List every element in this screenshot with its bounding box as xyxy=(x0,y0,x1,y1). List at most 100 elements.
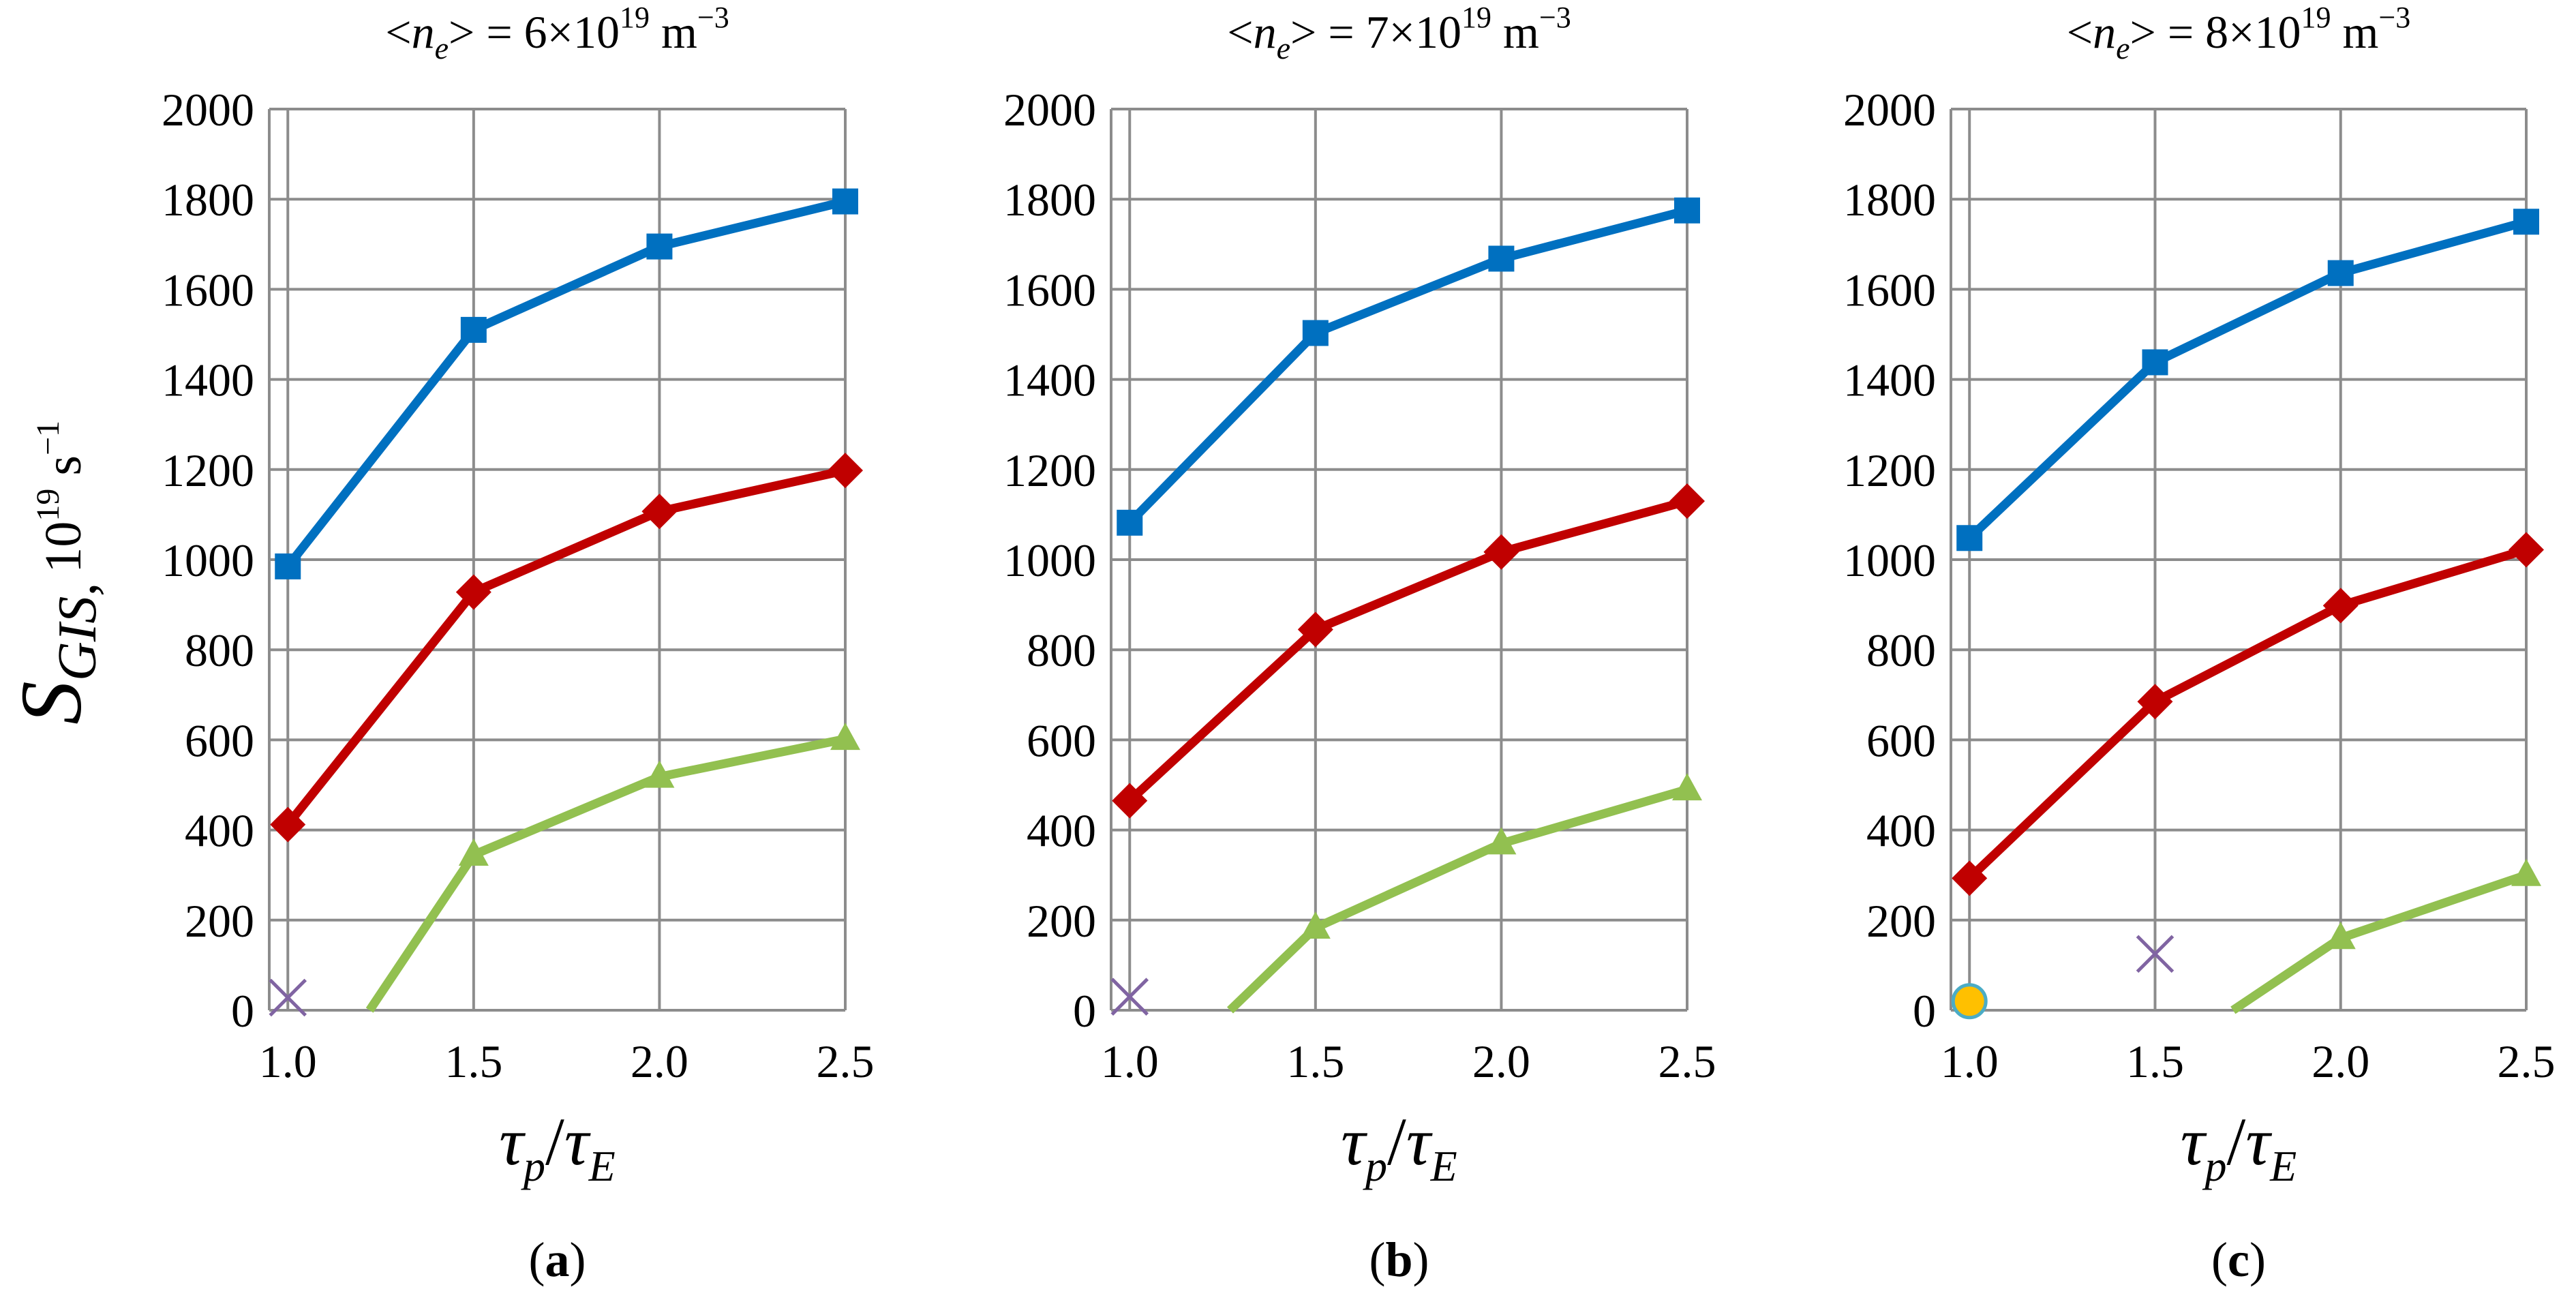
series-line-green xyxy=(1226,785,1688,1014)
y-tick-label: 400 xyxy=(1027,805,1096,857)
series-line-red xyxy=(1966,545,2528,882)
y-tick-label: 2000 xyxy=(1003,84,1096,136)
data-point-circle xyxy=(1951,983,1988,1020)
y-tick-label: 0 xyxy=(231,985,254,1037)
data-point-diamond xyxy=(1483,534,1519,570)
y-tick-label: 800 xyxy=(1027,624,1096,676)
data-point-diamond xyxy=(828,453,863,489)
y-tick-label: 1000 xyxy=(162,534,254,586)
y-tick-label: 400 xyxy=(1866,805,1936,857)
y-label-symbol: S xyxy=(3,681,100,725)
data-point-diamond xyxy=(270,806,306,843)
data-point-diamond xyxy=(2509,532,2544,568)
data-point-diamond xyxy=(1669,483,1705,519)
y-tick-label: 1200 xyxy=(1003,444,1096,496)
series-line-green xyxy=(2230,870,2528,1014)
y-tick-label: 0 xyxy=(1913,985,1936,1037)
data-point-diamond xyxy=(1297,611,1333,648)
x-tick-label: 2.5 xyxy=(817,1035,875,1087)
y-tick-label: 600 xyxy=(1027,714,1096,766)
series-line-green xyxy=(365,734,847,1013)
panel-label: (c) xyxy=(2211,1232,2266,1287)
y-label-unit-exp: 19 xyxy=(30,489,66,521)
chart-title: <ne> = 8×1019 m−3 xyxy=(2067,1,2411,65)
data-point-triangle xyxy=(458,838,489,866)
x-tick-label: 1.5 xyxy=(444,1035,502,1087)
y-tick-label: 1400 xyxy=(1843,354,1936,406)
y-tick-label: 1400 xyxy=(1003,354,1096,406)
y-tick-label: 200 xyxy=(185,895,254,947)
chart-panel-b: 0 200 400 600 800 1000 1200 1400 1600 1800 2000 1.0… xyxy=(1003,1,1716,1287)
series-line-blue xyxy=(284,197,847,569)
data-point-triangle xyxy=(830,723,860,751)
data-point-square xyxy=(1674,197,1700,224)
x-tick-label: 2.0 xyxy=(2312,1035,2369,1087)
data-point-square xyxy=(832,188,858,215)
data-point-square xyxy=(1302,320,1329,346)
data-point-triangle xyxy=(2511,858,2541,886)
x-tick-label: 2.5 xyxy=(1658,1035,1716,1087)
x-axis-label: τp/τE xyxy=(499,1104,615,1190)
panel-label: (b) xyxy=(1369,1232,1429,1287)
y-tick-label: 200 xyxy=(1866,895,1936,947)
data-point-square xyxy=(460,316,487,343)
y-tick-label: 1000 xyxy=(1843,534,1936,586)
chart-title: <ne> = 6×1019 m−3 xyxy=(385,1,729,65)
data-point-diamond xyxy=(455,574,491,610)
series-line-red xyxy=(1126,496,1688,804)
data-point-square xyxy=(2142,349,2168,376)
y-tick-label: 1000 xyxy=(1003,534,1096,586)
y-tick-label: 1800 xyxy=(162,174,254,226)
series-line-blue xyxy=(1126,206,1688,526)
y-tick-label: 1800 xyxy=(1843,174,1936,226)
y-tick-label: 800 xyxy=(185,624,254,676)
data-point-triangle xyxy=(1486,827,1517,855)
data-point-square xyxy=(2327,260,2354,286)
data-point-square xyxy=(1956,525,1983,551)
data-point-square xyxy=(275,553,301,579)
data-point-square xyxy=(1117,509,1143,536)
y-tick-label: 2000 xyxy=(162,84,254,136)
data-point-triangle xyxy=(2325,922,2356,950)
panel-label: (a) xyxy=(529,1232,586,1287)
panels: 02004006008001000120014001600180020001.0… xyxy=(162,1,2556,1287)
data-point-x xyxy=(2136,935,2175,973)
data-point-triangle xyxy=(644,760,675,788)
y-tick-label: 1800 xyxy=(1003,174,1096,226)
y-axis-label: SGIS, 1019 s−1 xyxy=(3,421,108,725)
data-point-square xyxy=(1488,245,1515,272)
y-tick-label: 1400 xyxy=(162,354,254,406)
data-point-square xyxy=(2513,209,2539,235)
y-tick-label: 600 xyxy=(1866,714,1936,766)
x-axis-label: τp/τE xyxy=(2181,1104,2297,1190)
y-label-unit-base: 10 xyxy=(35,521,92,573)
y-label-subscript: GIS, xyxy=(48,583,108,681)
series-line-red xyxy=(284,466,847,828)
y-tick-label: 0 xyxy=(1073,985,1096,1037)
y-tick-label: 1200 xyxy=(162,444,254,496)
y-tick-label: 400 xyxy=(185,805,254,857)
y-tick-label: 800 xyxy=(1866,624,1936,676)
chart-title: <ne> = 7×1019 m−3 xyxy=(1227,1,1571,65)
x-tick-label: 1.0 xyxy=(1941,1035,1999,1087)
y-tick-label: 1600 xyxy=(1003,264,1096,316)
svg-text:SGIS,1019 s−1: SGIS, 1019 s−1 xyxy=(3,421,108,725)
y-tick-label: 2000 xyxy=(1843,84,1936,136)
y-tick-label: 1200 xyxy=(1843,444,1936,496)
x-tick-label: 2.5 xyxy=(2498,1035,2556,1087)
y-label-unit-rest-exp: −1 xyxy=(30,421,66,455)
x-tick-label: 1.0 xyxy=(259,1035,317,1087)
data-point-diamond xyxy=(2137,684,2173,720)
data-point-diamond xyxy=(641,494,678,530)
data-point-diamond xyxy=(2322,588,2359,624)
data-point-triangle xyxy=(1300,911,1331,939)
y-tick-label: 1600 xyxy=(1843,264,1936,316)
y-label-unit-rest: s xyxy=(35,455,92,489)
x-axis-label: τp/τE xyxy=(1341,1104,1457,1190)
x-tick-label: 1.0 xyxy=(1101,1035,1159,1087)
data-point-square xyxy=(646,233,673,260)
chart-panel-c: 0 200 400 600 800 1000 1200 1400 1600 1800 2000 1.0… xyxy=(1843,1,2556,1287)
data-point-x xyxy=(1110,978,1149,1016)
data-point-diamond xyxy=(1952,860,1988,896)
